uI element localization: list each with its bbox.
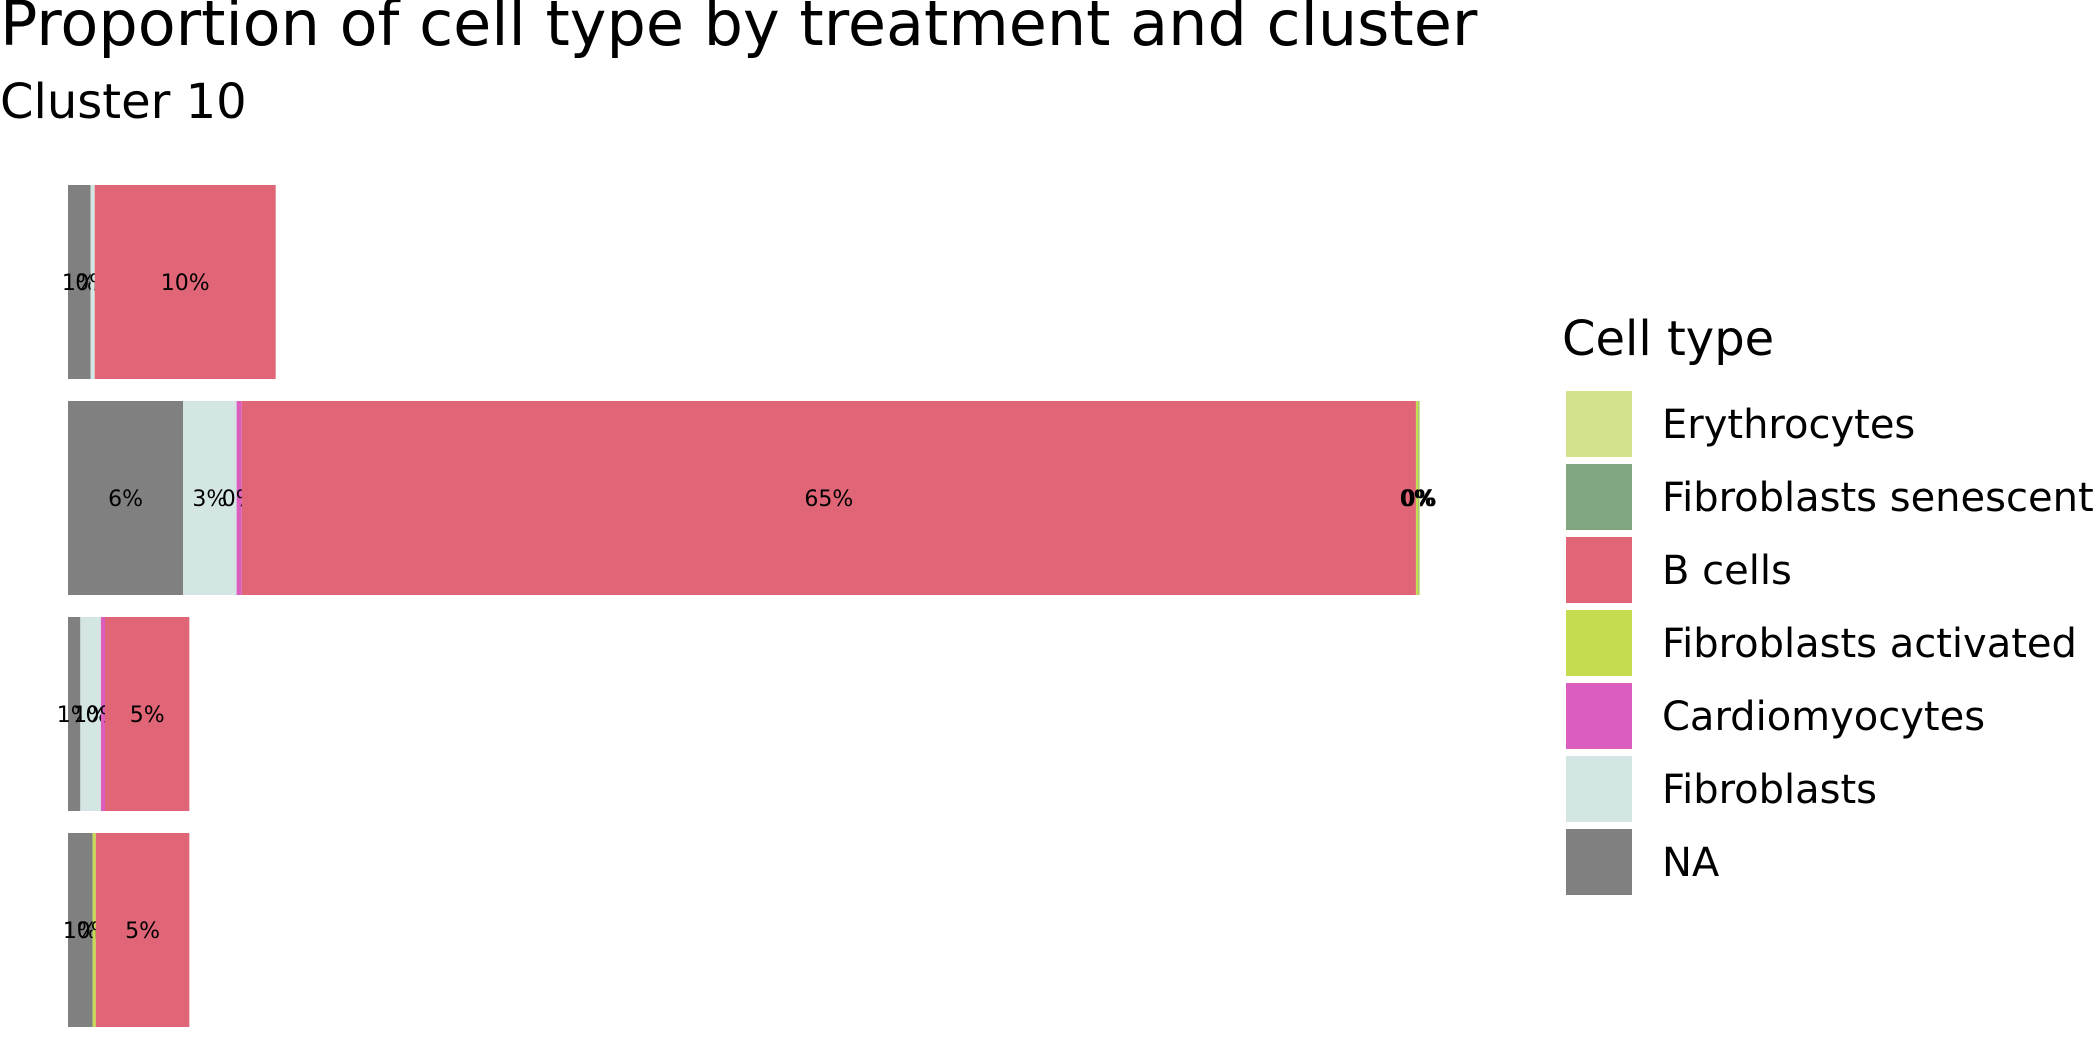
bar-2-label-fibroblasts-activated: 0% [1400,487,1435,512]
legend-swatch-na [1566,829,1632,895]
legend-item-b-cells: B cells [1566,537,1792,603]
plot-area: 1%0% 10%6% 3%0% 65% 0%0%0%1%1%0% 5%1%0% 5% [57,185,1437,1027]
bar-3-segment-fibroblasts [80,617,101,811]
legend-swatch-erythrocytes [1566,391,1632,457]
bar-2-label-fibroblasts: 3% [192,487,227,512]
bar-2-label-na: 6% [108,487,143,512]
bar-4-label-b-cells: 5% [125,919,160,944]
bar-1-segment-fibroblasts [90,185,95,379]
bar-1-segment-b-cells [94,185,276,379]
legend-label-na: NA [1662,840,1720,886]
legend-label-fibroblasts: Fibroblasts [1662,767,1877,813]
bar-4-segment-na [68,833,93,1027]
legend-item-cardiomyocytes: Cardiomyocytes [1566,683,1985,749]
legend-label-fibroblasts-senescent: Fibroblasts senescent [1662,475,2094,521]
legend-item-fibroblasts: Fibroblasts [1566,756,1877,822]
bar-2-segment-fibroblasts-senescent [1418,401,1419,595]
legend: Cell type Erythrocytes Fibroblasts senesc… [1562,311,2094,895]
bar-2-label-fibroblasts-senescent: 0% [1401,487,1436,512]
bar-2-segment-fibroblasts [183,401,237,595]
bar-3-segment-cardiomyocytes [100,617,106,811]
bar-2-label-b-cells: 65% [804,487,853,512]
legend-swatch-b-cells [1566,537,1632,603]
bar-3: 1%1%0% 5% [57,617,190,811]
bar-4: 1%0% 5% [63,833,190,1027]
legend-swatch-cardiomyocytes [1566,683,1632,749]
bar-2-segment-na [68,401,184,595]
bar-3-segment-na [68,617,81,811]
bar-4-label-na: 1% [63,919,98,944]
legend-item-erythrocytes: Erythrocytes [1566,391,1915,457]
legend-label-b-cells: B cells [1662,548,1792,594]
bar-1: 1%0% 10% [62,185,276,379]
bar-1-segment-na [68,185,91,379]
bar-1-label-b-cells: 10% [161,271,210,296]
legend-label-cardiomyocytes: Cardiomyocytes [1662,694,1985,740]
legend-item-fibroblasts-activated: Fibroblasts activated [1566,610,2077,676]
legend-label-erythrocytes: Erythrocytes [1662,402,1915,448]
bar-3-label-b-cells: 5% [130,703,165,728]
bar-4-segment-b-cells [95,833,190,1027]
legend-label-fibroblasts-activated: Fibroblasts activated [1662,621,2077,667]
legend-swatch-fibroblasts [1566,756,1632,822]
bar-2: 6% 3%0% 65% 0%0%0% [68,401,1437,595]
bar-2-segment-cardiomyocytes [236,401,242,595]
legend-title: Cell type [1562,311,1774,367]
bar-2-segment-erythrocytes [1418,401,1421,595]
legend-swatch-fibroblasts-activated [1566,610,1632,676]
bar-3-segment-b-cells [105,617,190,811]
bar-4-segment-fibroblasts-activated [92,833,96,1027]
chart-title: Proportion of cell type by treatment and… [0,0,1478,60]
chart-subtitle: Cluster 10 [0,74,247,130]
bar-2-segment-fibroblasts-activated [1415,401,1418,595]
bar-2-label-erythrocytes: 0% [1402,487,1437,512]
bar-2-segment-b-cells [241,401,1416,595]
legend-item-na: NA [1566,829,1720,895]
legend-item-fibroblasts-senescent: Fibroblasts senescent [1566,464,2094,530]
legend-swatch-fibroblasts-senescent [1566,464,1632,530]
